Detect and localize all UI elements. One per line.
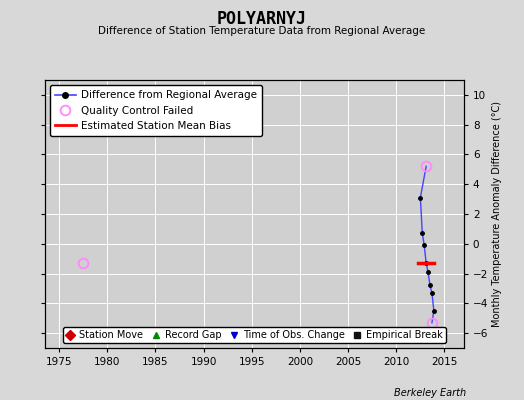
Legend: Station Move, Record Gap, Time of Obs. Change, Empirical Break: Station Move, Record Gap, Time of Obs. C… — [63, 327, 445, 343]
Text: Berkeley Earth: Berkeley Earth — [394, 388, 466, 398]
Y-axis label: Monthly Temperature Anomaly Difference (°C): Monthly Temperature Anomaly Difference (… — [493, 101, 503, 327]
Text: Difference of Station Temperature Data from Regional Average: Difference of Station Temperature Data f… — [99, 26, 425, 36]
Text: POLYARNYJ: POLYARNYJ — [217, 10, 307, 28]
